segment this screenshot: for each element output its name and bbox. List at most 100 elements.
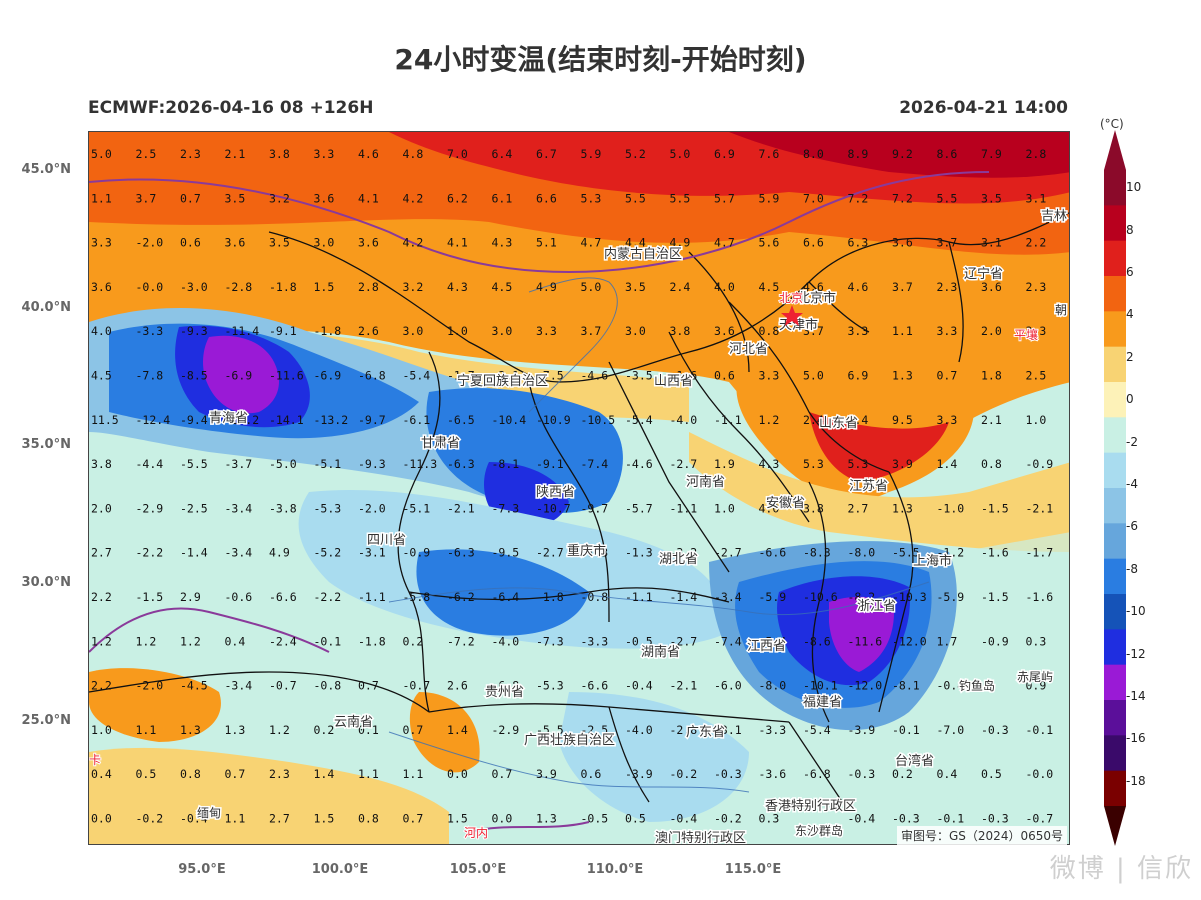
- grid-value: 4.7: [581, 236, 602, 250]
- grid-value: -0.1: [314, 634, 342, 648]
- grid-value: -3.8: [269, 501, 297, 515]
- grid-value: -0.1: [1026, 723, 1054, 737]
- grid-value: -0.9: [981, 634, 1009, 648]
- colorbar-swatch: [1104, 170, 1126, 206]
- grid-value: 0.1: [358, 723, 379, 737]
- grid-value: 0.7: [937, 369, 958, 383]
- lat-label-40: 40.0°N: [21, 300, 71, 315]
- grid-value: 8.0: [803, 147, 824, 161]
- province-yunnan: 云南省: [334, 714, 373, 730]
- grid-value: -5.1: [314, 457, 342, 471]
- grid-value: 8.6: [937, 147, 958, 161]
- province-hongkong: 香港特别行政区: [765, 799, 856, 814]
- grid-value: 0.7: [403, 812, 424, 826]
- grid-value: -1.1: [670, 501, 698, 515]
- grid-value: -10.7: [536, 501, 571, 515]
- grid-value: -0.2: [714, 812, 742, 826]
- grid-value: -9.4: [180, 413, 208, 427]
- grid-value: 2.6: [447, 679, 468, 693]
- grid-value: 0.7: [492, 767, 513, 781]
- grid-value: -5.4: [759, 634, 787, 648]
- label-diaoyu: 钓鱼岛: [959, 678, 995, 693]
- grid-value: 3.8: [269, 147, 290, 161]
- temperature-change-map[interactable]: 5.0 2.5 2.3 2.1 3.8 3.3 4.6 4.8 7.0 6.4 6.7 5.9 5.2 5…: [88, 131, 1070, 845]
- grid-value: 4.3: [492, 236, 513, 250]
- grid-value: 2.8: [1026, 147, 1047, 161]
- grid-value: -3.4: [225, 679, 253, 693]
- grid-value: -0.2: [670, 767, 698, 781]
- grid-value: 1.5: [314, 280, 335, 294]
- colorbar-tick-label: -18: [1126, 773, 1146, 788]
- province-jilin: 吉林: [1041, 209, 1067, 224]
- grid-value: -5.9: [937, 590, 965, 604]
- grid-value: -3.7: [225, 457, 253, 471]
- grid-value: -10.6: [803, 590, 838, 604]
- model-run-label: ECMWF:2026-04-16 08 +126H: [88, 98, 374, 118]
- grid-value: -9.3: [180, 324, 208, 338]
- grid-value: 6.2: [447, 191, 468, 205]
- grid-value: -5.2: [314, 546, 342, 560]
- grid-value: 6.4: [492, 147, 513, 161]
- grid-value: 3.5: [625, 280, 646, 294]
- grid-value: 4.6: [848, 280, 869, 294]
- grid-value: -8.0: [848, 546, 876, 560]
- grid-value: -0.4: [848, 812, 876, 826]
- grid-value: 4.3: [447, 280, 468, 294]
- chart-title: 24小时变温(结束时刻-开始时刻): [394, 43, 807, 76]
- grid-value: 7.2: [892, 191, 913, 205]
- grid-value: 4.3: [759, 457, 780, 471]
- grid-value: 2.7: [269, 812, 290, 826]
- grid-value: -8.3: [803, 546, 831, 560]
- colorbar-tick-label: -16: [1126, 731, 1146, 746]
- grid-value: 4.1: [358, 191, 379, 205]
- grid-value: -0.2: [136, 812, 164, 826]
- grid-value: 5.0: [91, 147, 112, 161]
- grid-value: -0.5: [625, 634, 653, 648]
- colorbar-swatch: [1104, 240, 1126, 277]
- grid-value: 4.5: [759, 280, 780, 294]
- province-neimenggu: 内蒙古自治区: [604, 246, 682, 262]
- grid-value: -10.5: [581, 413, 616, 427]
- grid-value: -0.9: [403, 546, 431, 560]
- grid-value: -10.3: [892, 590, 927, 604]
- colorbar-swatch: [1104, 488, 1126, 524]
- colorbar-tick-label: -8: [1126, 561, 1138, 576]
- grid-value: 1.4: [937, 457, 958, 471]
- watermark: 微博 | 信欣: [1049, 854, 1193, 884]
- grid-value: -5.4: [403, 369, 431, 383]
- grid-value: -1.1: [358, 590, 386, 604]
- grid-value: 2.6: [358, 324, 379, 338]
- grid-value: 9.5: [892, 413, 913, 427]
- grid-value: 0.4: [91, 767, 112, 781]
- province-ningxia: 宁夏回族自治区: [457, 373, 548, 389]
- grid-value: -0.4: [670, 812, 698, 826]
- grid-value: 4.5: [492, 280, 513, 294]
- grid-value: -0.1: [892, 723, 920, 737]
- grid-value: 4.2: [403, 191, 424, 205]
- cold-region: [559, 692, 749, 822]
- grid-value: -1.1: [625, 590, 653, 604]
- grid-value: 2.4: [803, 413, 824, 427]
- warm-region: [409, 692, 480, 773]
- grid-value: 1.3: [225, 723, 246, 737]
- grid-value: -5.4: [625, 413, 653, 427]
- grid-value: -12.4: [136, 413, 171, 427]
- grid-value: -1.3: [581, 546, 609, 560]
- grid-value: 2.5: [136, 147, 157, 161]
- grid-value: -4.0: [670, 413, 698, 427]
- grid-value: 1.1: [892, 324, 913, 338]
- city-labels: 北京 平壤 河内 卡: [89, 290, 1039, 841]
- grid-value: -0.4: [180, 812, 208, 826]
- colorbar-swatch: [1104, 523, 1126, 560]
- grid-value: 2.7: [91, 546, 112, 560]
- mild-region: [689, 432, 1069, 552]
- province-shandong: 山东省: [819, 416, 858, 431]
- grid-value: -1.7: [447, 369, 475, 383]
- grid-value: 0.8: [759, 324, 780, 338]
- city-pyongyang: 平壤: [1014, 327, 1038, 342]
- grid-value: 3.6: [314, 191, 335, 205]
- value-grid: 5.0 2.5 2.3 2.1 3.8 3.3 4.6 4.8 7.0 6.4 6.7 5.9 5.2 5…: [91, 147, 1054, 826]
- cold-region: [203, 335, 279, 414]
- grid-value: 0.6: [581, 767, 602, 781]
- grid-value: 7.9: [981, 147, 1002, 161]
